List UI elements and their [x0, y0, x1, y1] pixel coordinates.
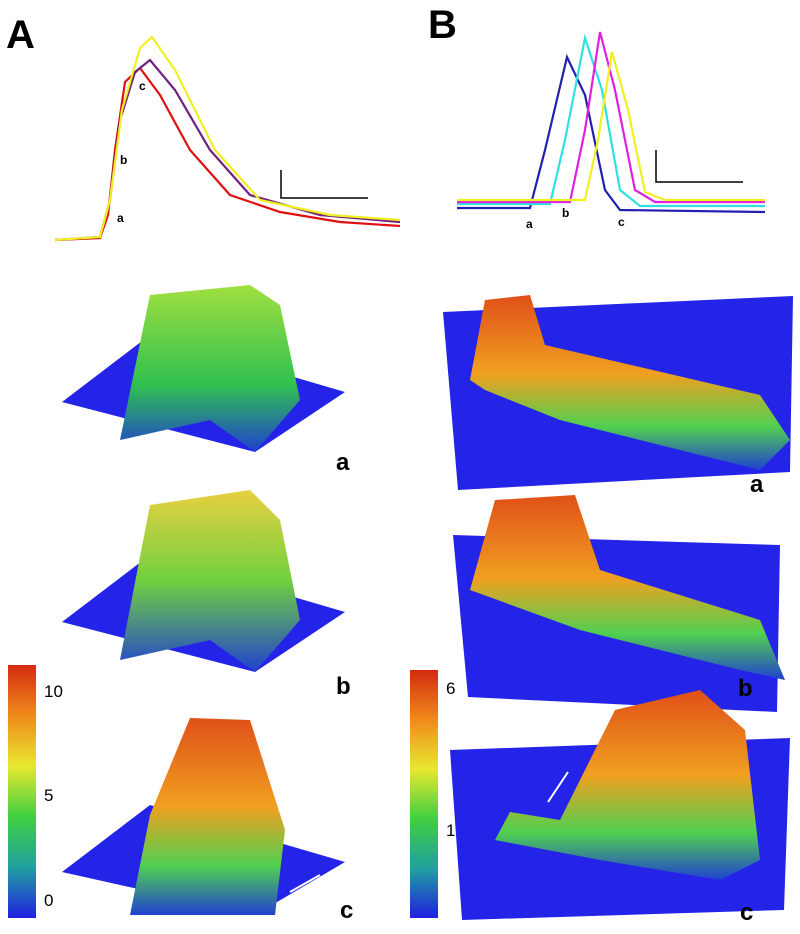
surface-label: c	[740, 899, 753, 926]
panel-label: B	[428, 3, 457, 47]
surface	[443, 295, 793, 920]
trace-label: a	[526, 217, 533, 231]
colorbar-tick: 10	[44, 682, 63, 701]
surface-label: b	[738, 675, 753, 702]
traces	[54, 35, 401, 242]
surface	[62, 285, 345, 915]
colorbar-tick: 6	[446, 679, 455, 698]
colorbar-tick: 5	[44, 786, 53, 805]
colorbar-tick: 0	[44, 891, 53, 910]
trace-label: c	[618, 215, 625, 229]
colorbar	[410, 670, 438, 918]
trace-label: b	[120, 153, 127, 167]
panel-label: A	[6, 13, 35, 57]
surface-label: b	[336, 673, 351, 700]
surface-label: a	[336, 449, 350, 476]
surface-label: a	[750, 471, 764, 498]
traces	[457, 31, 766, 214]
trace-label: b	[562, 206, 569, 220]
colorbar-tick: 1	[446, 821, 455, 840]
colorbar	[8, 665, 36, 918]
surface-label: c	[340, 897, 353, 924]
trace-label: a	[117, 211, 124, 225]
trace-label: c	[139, 79, 146, 93]
